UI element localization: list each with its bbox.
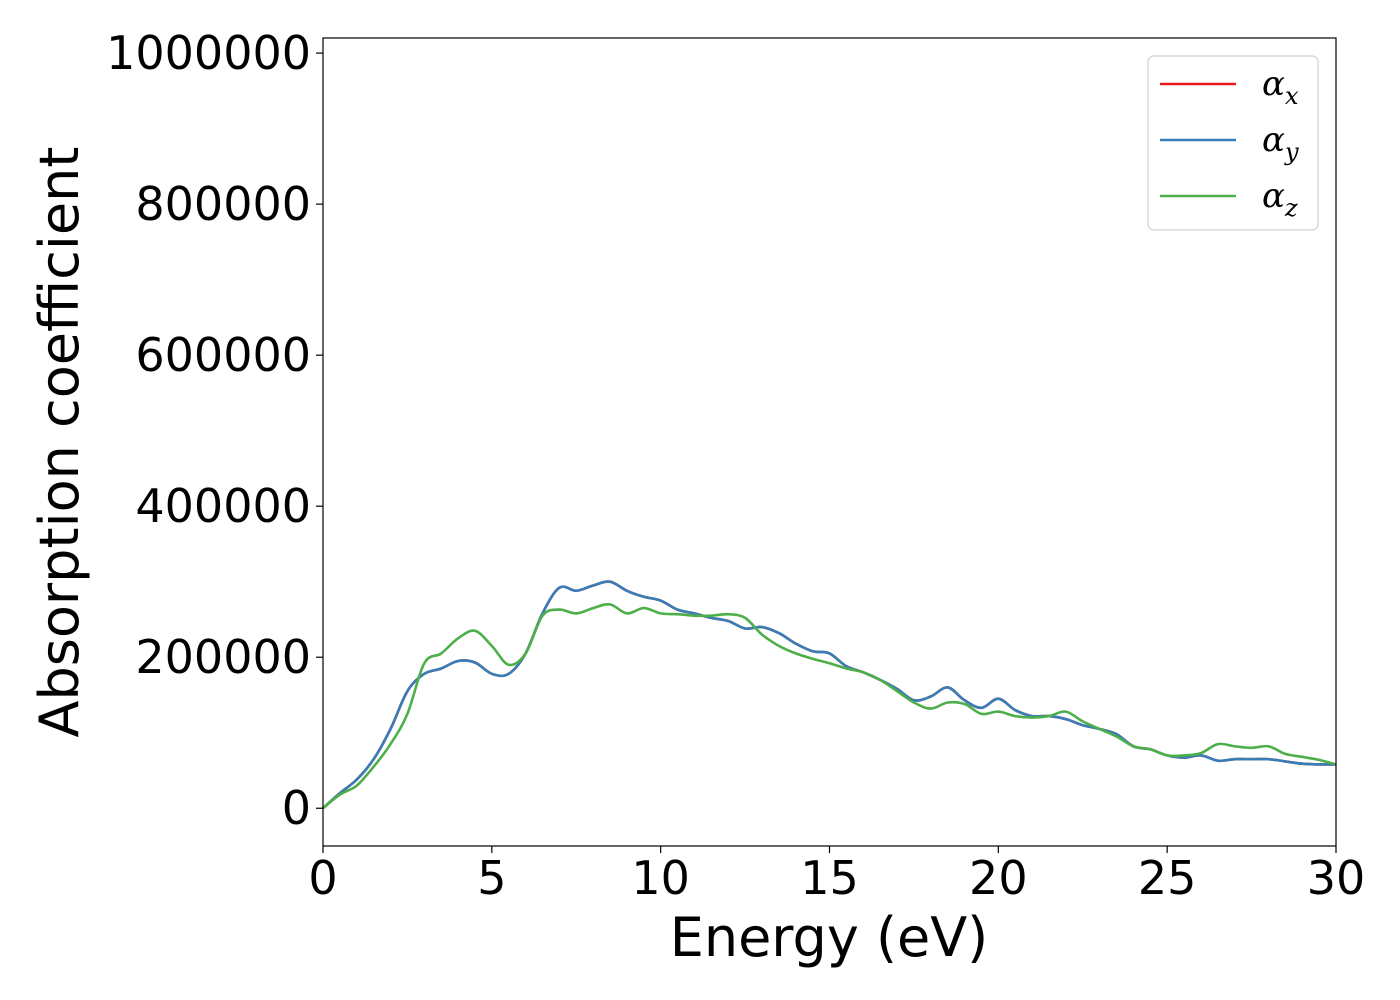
legend-label-y: αy [1262,120,1299,166]
y-tick-label: 0 [282,781,311,835]
x-tick-label: 10 [631,851,690,905]
series-layer [322,580,1337,810]
x-tick-label: 0 [308,851,337,905]
x-tick-label: 20 [969,851,1028,905]
x-axis-label: Energy (eV) [670,906,989,969]
legend: αx αy αz [1147,55,1319,231]
y-tick-label: 1000000 [106,26,311,80]
series-line-z [322,602,1337,810]
y-axis-ticks: 0 200000 400000 600000 800000 1000000 [106,26,323,835]
x-tick-label: 15 [800,851,859,905]
legend-label-z: αz [1262,176,1298,222]
x-tick-label: 5 [477,851,506,905]
legend-frame [1147,55,1319,231]
x-tick-label: 25 [1138,851,1197,905]
y-tick-label: 400000 [135,479,311,533]
legend-label-x: αx [1262,64,1299,110]
y-tick-label: 600000 [135,328,311,382]
y-tick-label: 800000 [135,177,311,231]
y-tick-label: 200000 [135,630,311,684]
x-axis-ticks: 0 5 10 15 20 25 30 [308,846,1365,905]
y-axis-label: Absorption coefficient [28,147,91,738]
x-tick-label: 30 [1307,851,1366,905]
